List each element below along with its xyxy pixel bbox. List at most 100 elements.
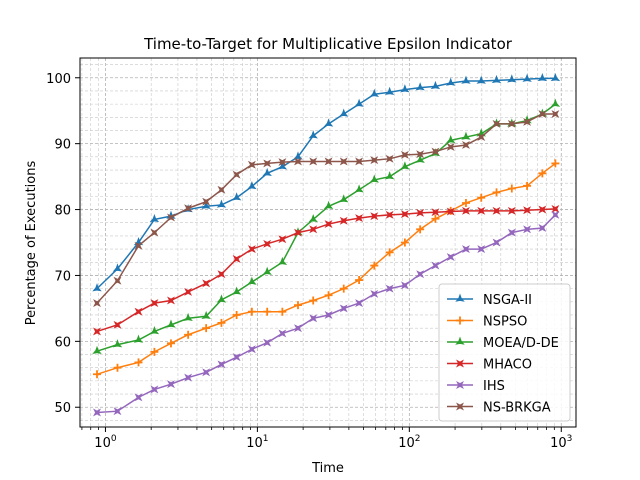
data-point bbox=[339, 157, 348, 166]
y-tick-label: 70 bbox=[54, 269, 71, 284]
data-point bbox=[134, 307, 143, 316]
data-point bbox=[369, 88, 380, 97]
data-point bbox=[477, 245, 486, 254]
data-point bbox=[477, 206, 486, 215]
data-point bbox=[430, 80, 441, 90]
data-point bbox=[293, 151, 303, 160]
data-point bbox=[370, 289, 379, 298]
data-point bbox=[231, 192, 242, 201]
data-point bbox=[339, 304, 348, 313]
series-4 bbox=[93, 210, 560, 417]
x-tick-label: 101 bbox=[246, 434, 268, 451]
x-axis-label: Time bbox=[311, 461, 344, 476]
data-point bbox=[538, 169, 547, 178]
data-point bbox=[167, 296, 175, 305]
data-point bbox=[134, 241, 143, 250]
data-point bbox=[277, 256, 288, 266]
data-point bbox=[166, 339, 175, 348]
data-point bbox=[202, 197, 211, 206]
data-point bbox=[354, 184, 364, 193]
data-point bbox=[446, 143, 455, 151]
data-point bbox=[167, 380, 175, 389]
series-line bbox=[96, 214, 556, 414]
data-point bbox=[277, 161, 288, 170]
data-point bbox=[354, 98, 364, 107]
data-point bbox=[461, 198, 470, 207]
data-point bbox=[492, 206, 501, 215]
data-point bbox=[133, 334, 144, 343]
x-tick-label: 100 bbox=[94, 434, 117, 451]
data-point bbox=[538, 110, 547, 118]
data-point bbox=[184, 330, 193, 339]
series-group bbox=[92, 72, 561, 417]
y-tick-label: 80 bbox=[54, 204, 71, 219]
data-point bbox=[446, 253, 455, 261]
data-point bbox=[202, 279, 211, 288]
data-point bbox=[184, 373, 193, 382]
data-point bbox=[416, 270, 425, 279]
data-point bbox=[415, 82, 425, 91]
data-point bbox=[216, 294, 227, 303]
data-point bbox=[324, 157, 333, 166]
data-point bbox=[149, 325, 160, 335]
data-point bbox=[262, 167, 272, 177]
data-point bbox=[416, 225, 425, 234]
data-point bbox=[507, 74, 517, 83]
data-point bbox=[112, 339, 123, 348]
data-point bbox=[294, 157, 302, 166]
data-point bbox=[150, 347, 159, 356]
data-point bbox=[369, 174, 380, 183]
data-point bbox=[247, 307, 256, 316]
data-point bbox=[538, 224, 547, 232]
data-point bbox=[384, 86, 395, 95]
data-point bbox=[247, 245, 256, 254]
data-point bbox=[462, 206, 470, 215]
legend-swatch-marker bbox=[455, 336, 465, 345]
data-point bbox=[370, 212, 379, 221]
data-point bbox=[232, 170, 241, 179]
data-point bbox=[385, 210, 394, 219]
data-point bbox=[445, 134, 456, 144]
series-line bbox=[96, 77, 556, 290]
data-point bbox=[507, 184, 516, 193]
data-point bbox=[278, 158, 287, 167]
data-point bbox=[217, 318, 226, 327]
axis-ticks: 100 101 102 103 50 60 70 80 90 100 bbox=[46, 72, 572, 451]
x-tick-label: 102 bbox=[398, 434, 420, 451]
data-point bbox=[309, 314, 318, 323]
legend-item: NS-BRKGA bbox=[447, 401, 551, 416]
data-point bbox=[507, 119, 516, 128]
legend-label: MHACO bbox=[483, 358, 532, 373]
data-point bbox=[355, 157, 364, 166]
data-point bbox=[400, 84, 410, 93]
y-tick-label: 50 bbox=[54, 401, 71, 416]
data-point bbox=[308, 130, 318, 139]
data-point bbox=[338, 108, 349, 117]
data-point bbox=[201, 200, 211, 209]
data-point bbox=[446, 207, 455, 216]
data-point bbox=[263, 159, 272, 168]
data-point bbox=[339, 284, 348, 293]
data-point bbox=[323, 118, 334, 127]
data-point bbox=[523, 117, 532, 126]
data-point bbox=[263, 239, 272, 248]
data-point bbox=[263, 338, 272, 347]
data-point bbox=[507, 228, 516, 237]
data-point bbox=[415, 154, 425, 163]
y-tick-label: 60 bbox=[54, 335, 71, 350]
data-point bbox=[537, 72, 548, 82]
data-point bbox=[550, 98, 561, 107]
data-point bbox=[150, 228, 159, 237]
data-point bbox=[400, 161, 410, 170]
data-point bbox=[294, 228, 302, 237]
legend-label: IHS bbox=[483, 379, 505, 394]
data-point bbox=[134, 358, 143, 367]
data-point bbox=[370, 261, 379, 270]
data-point bbox=[293, 301, 302, 310]
data-point bbox=[232, 310, 241, 319]
data-point bbox=[247, 345, 256, 354]
data-point bbox=[523, 225, 532, 234]
data-point bbox=[112, 263, 123, 272]
data-point bbox=[355, 214, 364, 223]
